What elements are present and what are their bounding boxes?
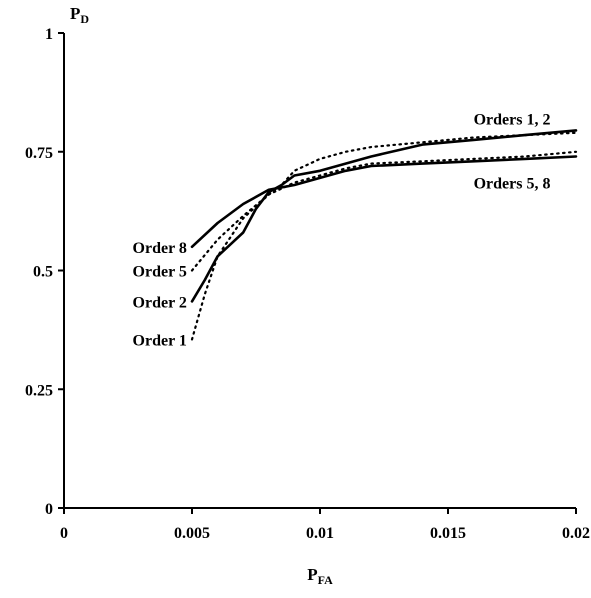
x-tick-label: 0.02 bbox=[562, 525, 590, 542]
y-tick-label: 0.25 bbox=[25, 382, 53, 399]
curve-label-1: Order 5 bbox=[133, 264, 187, 281]
x-axis-title: PFA bbox=[307, 565, 333, 587]
x-tick-label: 0 bbox=[60, 525, 68, 542]
y-axis-title-sub: D bbox=[80, 12, 89, 26]
ticks: 0 0.25 0.5 0.75 1 0 0.005 0.01 0.015 0.02 bbox=[25, 26, 590, 542]
y-tick-label: 0.5 bbox=[33, 264, 53, 281]
x-tick-label: 0.015 bbox=[430, 525, 466, 542]
plot-lines bbox=[190, 129, 578, 341]
curve-label-5: Orders 5, 8 bbox=[474, 176, 551, 193]
x-tick-label: 0.005 bbox=[174, 525, 210, 542]
curve-labels: Order 8 Order 5 Order 2 Order 1 Orders 1, 2 O… bbox=[133, 112, 551, 350]
x-axis-title-main: P bbox=[307, 565, 317, 584]
curve-label-2: Order 2 bbox=[133, 294, 187, 311]
y-axis-title-main: P bbox=[70, 4, 80, 23]
series-line-order-2 bbox=[190, 129, 578, 303]
series-line-order-1 bbox=[190, 131, 578, 341]
series-line-order-5 bbox=[190, 150, 578, 272]
x-tick-label: 0.01 bbox=[306, 525, 334, 542]
x-axis-title-sub: FA bbox=[318, 573, 333, 587]
y-tick-label: 1 bbox=[45, 26, 53, 43]
curve-label-3: Order 1 bbox=[133, 332, 187, 349]
y-tick-label: 0 bbox=[45, 501, 53, 518]
series-line-order-8 bbox=[190, 155, 578, 249]
y-axis-title: PD bbox=[70, 4, 89, 26]
curve-label-4: Orders 1, 2 bbox=[474, 112, 551, 129]
y-tick-label: 0.75 bbox=[25, 145, 53, 162]
curve-label-0: Order 8 bbox=[133, 240, 187, 257]
